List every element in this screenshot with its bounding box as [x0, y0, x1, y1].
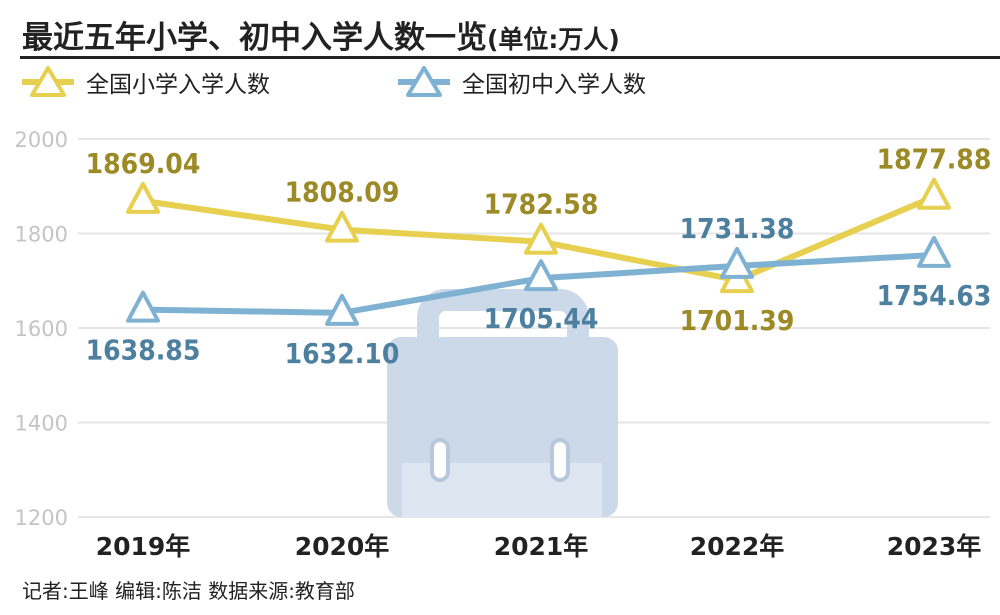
y-tick-label: 1200	[15, 506, 68, 530]
primary-data-label: 1701.39	[680, 304, 795, 337]
title-rule	[20, 56, 1000, 59]
chart-title: 最近五年小学、初中入学人数一览(单位:万人)	[22, 12, 620, 57]
primary-data-label: 1877.88	[877, 143, 992, 176]
primary-data-label: 1782.58	[484, 188, 599, 221]
primary-data-label: 1869.04	[86, 147, 201, 180]
x-tick-label: 2020年	[295, 532, 390, 561]
x-tick-label: 2021年	[494, 532, 589, 561]
y-axis: 2000 1800 1600 1400 1200	[15, 128, 68, 530]
junior-point-marker	[720, 246, 754, 279]
junior-point-marker	[126, 290, 160, 323]
footer-credits: 记者:王峰 编辑:陈洁 数据来源:教育部	[22, 579, 355, 603]
junior-point-marker	[524, 259, 558, 292]
x-tick-label: 2019年	[96, 532, 191, 561]
primary-point-marker	[917, 177, 951, 210]
y-tick-label: 2000	[15, 128, 68, 152]
legend-junior-marker	[398, 66, 450, 97]
y-tick-label: 1800	[15, 223, 68, 247]
junior-data-label: 1731.38	[680, 212, 795, 245]
primary-data-label: 1808.09	[285, 176, 400, 209]
data-labels: 1869.04 1808.09 1782.58 1701.39 1877.88 1638.…	[86, 143, 992, 370]
primary-point-marker	[325, 210, 359, 243]
legend-primary-label: 全国小学入学人数	[86, 72, 270, 98]
x-tick-label: 2022年	[690, 532, 785, 561]
junior-data-label: 1705.44	[484, 302, 599, 335]
junior-point-marker	[325, 293, 359, 326]
legend-junior-label: 全国初中入学人数	[462, 72, 646, 98]
junior-data-label: 1638.85	[86, 334, 201, 367]
legend-primary: 全国小学入学人数	[20, 64, 270, 100]
legend-junior: 全国初中入学人数	[396, 64, 646, 100]
y-tick-label: 1600	[15, 317, 68, 341]
chart-title-text: 最近五年小学、初中入学人数一览	[22, 20, 487, 56]
chart-unit: (单位:万人)	[487, 25, 620, 54]
y-tick-label: 1400	[15, 412, 68, 436]
primary-point-marker	[126, 181, 160, 214]
junior-point-marker	[917, 235, 951, 268]
series-layer	[126, 177, 951, 326]
x-tick-label: 2023年	[887, 532, 982, 561]
primary-point-marker	[524, 222, 558, 255]
briefcase-watermark-icon	[387, 289, 618, 517]
legend-primary-marker	[22, 66, 74, 97]
junior-data-label: 1632.10	[285, 337, 400, 370]
junior-data-label: 1754.63	[877, 279, 992, 312]
x-axis: 2019年 2020年 2021年 2022年 2023年	[96, 532, 982, 561]
